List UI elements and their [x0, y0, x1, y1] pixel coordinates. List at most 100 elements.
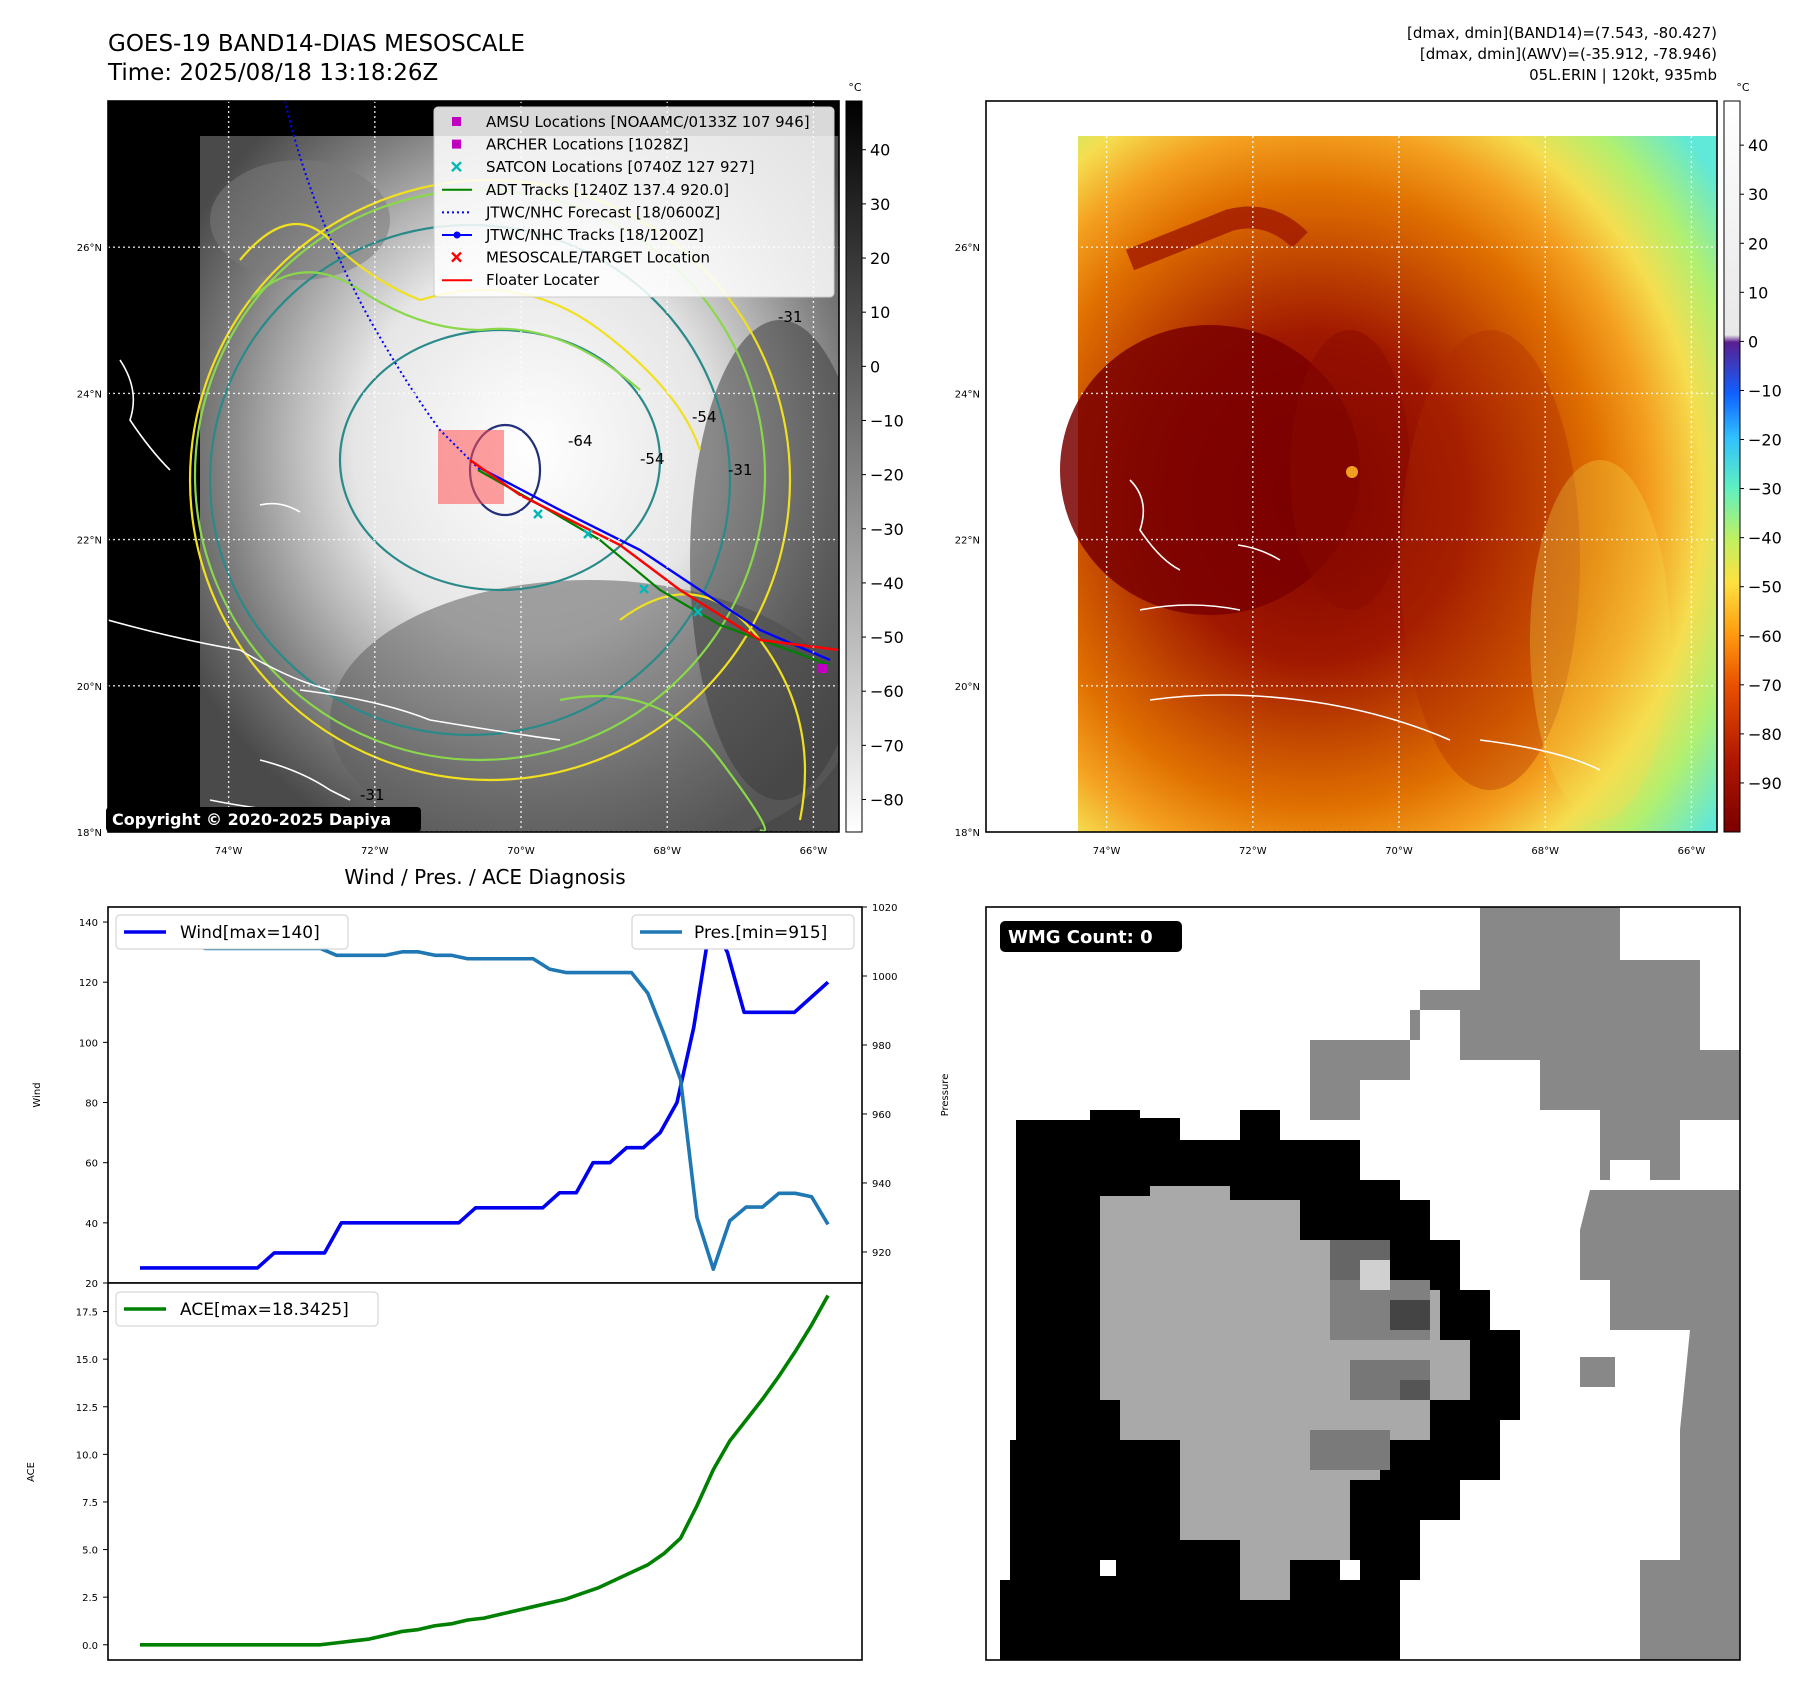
ace-tick-label: 7.5	[82, 1498, 98, 1509]
colorbar-tick-label: −10	[1748, 381, 1782, 400]
wind-tick-label: 80	[85, 1099, 98, 1110]
legend-item: Floater Locater	[442, 271, 600, 289]
wmg-panel: WMG Count: 0	[985, 906, 1741, 1661]
colorbar-tick-label: 20	[870, 249, 890, 268]
wind-tick-label: 60	[85, 1159, 98, 1170]
pressure-tick-label: 960	[872, 1110, 891, 1121]
ace-tick-label: 17.5	[76, 1308, 98, 1319]
lat-tick-label-left: 26°N	[77, 243, 102, 254]
pressure-tick-label: 1000	[872, 972, 897, 983]
pressure-tick-label: 980	[872, 1041, 891, 1052]
colorbar-tick-label: −80	[870, 791, 904, 810]
contour-label-5: -31	[360, 786, 385, 804]
ace-chart-frame	[107, 1282, 863, 1661]
copyright-box	[106, 807, 421, 832]
ace-tick-label: 2.5	[82, 1593, 98, 1604]
wind-tick-label: 40	[85, 1219, 98, 1230]
ace-series-line	[140, 1294, 830, 1647]
legend-label: ARCHER Locations [1028Z]	[486, 136, 689, 154]
legend-item: MESOSCALE/TARGET Location	[451, 249, 710, 267]
lat-tick-label-left: 24°N	[77, 389, 102, 400]
legend-label: JTWC/NHC Tracks [18/1200Z]	[485, 226, 704, 244]
map-tick-labels: 74°W 72°W 70°W 68°W 66°W 26°N 24°N 22°N 20°N 18°N…	[77, 243, 1706, 857]
colorbar-tick-label: −80	[1748, 725, 1782, 744]
lat-tick-label-right: 24°N	[955, 389, 980, 400]
floater-track	[469, 459, 839, 652]
ir-map-legend: AMSU Locations [NOAAMC/0133Z 107 946] ARC…	[433, 106, 835, 298]
contour-label-1: -31	[778, 308, 803, 326]
colorbar-tick-label: 40	[1748, 136, 1768, 155]
colorbar-tick-label: −50	[870, 628, 904, 647]
lat-tick-label-right: 18°N	[955, 828, 980, 839]
colorbar-tick-label: −30	[1748, 480, 1782, 499]
legend-item: ADT Tracks [1240Z 137.4 920.0]	[442, 181, 729, 199]
lon-tick-label-right: 68°W	[1531, 846, 1559, 857]
wind-legend-label: Wind[max=140]	[180, 923, 320, 943]
lat-tick-label-right: 22°N	[955, 536, 980, 547]
pressure-axis-label: Pressure	[940, 1074, 951, 1117]
awv-colorbar-unit: °C	[1736, 81, 1750, 94]
ir-map-frame	[107, 100, 840, 833]
pressure-legend: Pres.[min=915]	[631, 914, 855, 950]
colorbar-tick-label: −60	[870, 682, 904, 701]
ace-chart: 0.0 2.5 5.0 7.5 10.0 12.5 15.0 17.5 ACE ACE[max…	[26, 1282, 863, 1661]
contour-label-6: -54	[640, 450, 665, 468]
ace-axis-label: ACE	[26, 1462, 37, 1482]
ace-tick-label: 15.0	[76, 1355, 98, 1366]
ace-tick-label: 10.0	[76, 1450, 98, 1461]
ir-colorbar-unit: °C	[848, 81, 862, 94]
legend-label: Floater Locater	[486, 271, 600, 289]
colorbar-tick-label: 0	[1748, 332, 1758, 351]
wmg-frame	[985, 906, 1741, 1661]
lon-tick-label-left: 66°W	[800, 846, 828, 857]
colorbar-tick-label: −20	[870, 466, 904, 485]
lon-tick-label-left: 70°W	[507, 846, 535, 857]
colorbar-tick-label: 10	[870, 303, 890, 322]
lat-tick-label-right: 26°N	[955, 243, 980, 254]
legend-label: AMSU Locations [NOAAMC/0133Z 107 946]	[486, 113, 810, 131]
pressure-tick-label: 1020	[872, 903, 897, 914]
legend-label: MESOSCALE/TARGET Location	[486, 249, 710, 267]
wmg-count-box	[1000, 921, 1182, 952]
legend-item: AMSU Locations [NOAAMC/0133Z 107 946]	[452, 113, 810, 131]
title-line-1: GOES-19 BAND14-DIAS MESOSCALE	[108, 31, 525, 57]
pressure-tick-label: 920	[872, 1248, 891, 1259]
lon-tick-label-left: 68°W	[653, 846, 681, 857]
wind-pressure-chart: 20 40 60 80 100 120 140 920 940 960 980 1000 1020 W…	[32, 903, 951, 1290]
coastlines	[108, 359, 561, 813]
legend-marker-dot	[453, 231, 461, 239]
wmg-count-label: WMG Count: 0	[1008, 927, 1153, 948]
legend-label: SATCON Locations [0740Z 127 927]	[486, 158, 754, 176]
info-line-2: [dmax, dmin](AWV)=(-35.912, -78.946)	[1420, 45, 1717, 63]
lon-tick-label-right: 72°W	[1239, 846, 1267, 857]
legend-label: JTWC/NHC Forecast [18/0600Z]	[485, 203, 720, 221]
satcon-markers	[533, 509, 703, 617]
wind-tick-label: 120	[79, 978, 98, 989]
legend-marker-square	[452, 139, 461, 149]
lon-tick-label-left: 72°W	[361, 846, 389, 857]
wind-tick-label: 20	[85, 1279, 98, 1290]
legend-item: JTWC/NHC Forecast [18/0600Z]	[442, 203, 720, 221]
pressure-legend-label: Pres.[min=915]	[694, 923, 827, 943]
title-line-2: Time: 2025/08/18 13:18:26Z	[107, 60, 438, 86]
legend-marker-square	[452, 117, 461, 126]
lon-tick-label-right: 70°W	[1385, 846, 1413, 857]
lat-tick-label-left: 22°N	[77, 536, 102, 547]
colorbar-tick-label: −40	[1748, 529, 1782, 548]
legend-item: SATCON Locations [0740Z 127 927]	[451, 158, 754, 176]
lon-tick-label-left: 74°W	[215, 846, 243, 857]
contour-label-4: -31	[728, 461, 753, 479]
colorbar-tick-label: −20	[1748, 431, 1782, 450]
lat-tick-label-left: 18°N	[77, 828, 102, 839]
colorbar-tick-label: −90	[1748, 774, 1782, 793]
awv-coastlines	[1129, 479, 1601, 771]
ace-tick-label: 5.0	[82, 1546, 98, 1557]
info-line-1: [dmax, dmin](BAND14)=(7.543, -80.427)	[1407, 24, 1717, 42]
legend-item: ARCHER Locations [1028Z]	[452, 136, 689, 154]
contour-label-3: -54	[692, 408, 717, 426]
colorbar-tick-label: −70	[1748, 676, 1782, 695]
lat-tick-label-right: 20°N	[955, 682, 980, 693]
pressure-tick-label: 940	[872, 1179, 891, 1190]
legend-label: ADT Tracks [1240Z 137.4 920.0]	[486, 181, 729, 199]
legend-marker-x	[451, 251, 462, 263]
